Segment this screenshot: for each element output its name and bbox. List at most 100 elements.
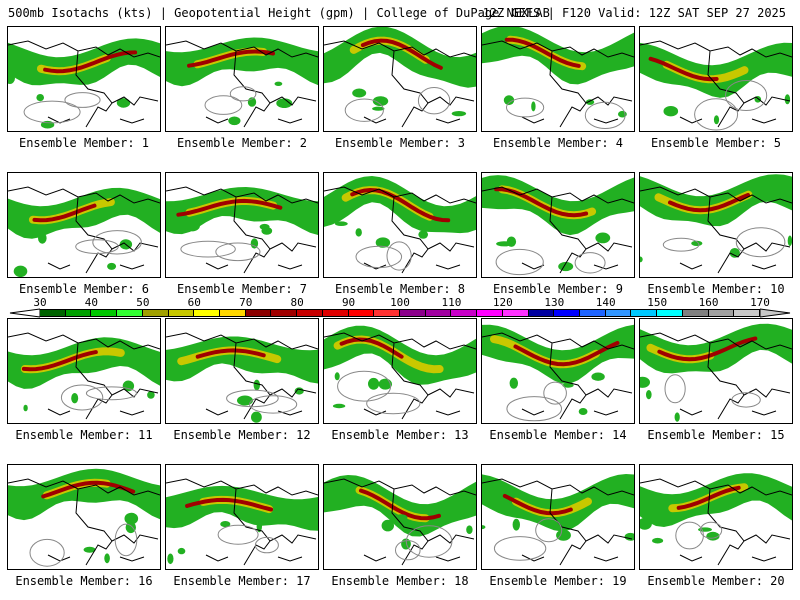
wind-patch: [646, 390, 652, 400]
height-contour: [543, 381, 567, 405]
ensemble-member-label: Ensemble Member: 11: [15, 428, 153, 442]
ensemble-member-map: [481, 318, 635, 424]
wind-patch: [237, 395, 253, 406]
height-contour: [725, 80, 768, 111]
ensemble-member-label: Ensemble Member: 9: [492, 282, 624, 296]
map-title: 500mb Isotachs (kts) | Geopotential Heig…: [8, 6, 550, 20]
colorbar-swatch: [734, 309, 760, 317]
wind-patch: [116, 98, 131, 108]
colorbar-tick-label: 130: [544, 296, 565, 309]
coastline: [324, 332, 476, 420]
colorbar-tick-label: 100: [390, 296, 410, 309]
map-canvas: [8, 38, 160, 129]
jet-stream-band: [482, 324, 634, 384]
colorbar-swatch: [528, 309, 555, 317]
wind-patch: [372, 96, 389, 106]
ensemble-member-map: [165, 464, 319, 570]
height-contour: [417, 86, 451, 115]
colorbar-swatch: [220, 309, 246, 317]
jet-core-red: [186, 49, 275, 68]
colorbar-swatch: [348, 309, 375, 317]
wind-patch: [640, 376, 650, 388]
height-contour: [29, 538, 65, 567]
jet-core-red: [185, 497, 274, 512]
jet-core-red: [676, 485, 741, 510]
wind-patch: [640, 517, 652, 530]
coastline: [482, 478, 634, 566]
map-canvas: [166, 37, 318, 128]
ensemble-member-map: [639, 318, 793, 424]
wind-patch: [784, 94, 791, 105]
colorbar-swatch: [40, 309, 66, 317]
colorbar-tick-label: 60: [187, 296, 201, 309]
coastline: [166, 332, 318, 420]
wind-patch: [8, 72, 15, 84]
colorbar-tick-label: 80: [290, 296, 304, 309]
height-contour: [217, 524, 259, 545]
wind-patch: [256, 520, 262, 533]
ensemble-member-map: [481, 26, 635, 132]
wind-patch: [578, 408, 588, 415]
wind-patch: [83, 546, 96, 553]
coastline: [166, 478, 318, 566]
jet-core-red: [360, 38, 443, 70]
wind-patch: [729, 248, 740, 258]
map-canvas: [482, 27, 634, 130]
map-canvas: [640, 323, 792, 422]
jet-core-red: [43, 50, 138, 74]
height-contour: [249, 395, 298, 414]
map-canvas: [640, 473, 792, 566]
wind-patch: [355, 228, 362, 237]
coastline: [8, 478, 160, 566]
colorbar-swatch: [682, 309, 709, 317]
jet-core-red: [350, 187, 451, 223]
wind-patch: [184, 219, 200, 232]
colorbar-tick-label: 90: [341, 296, 356, 309]
wind-patch: [261, 227, 273, 235]
wind-patch: [531, 101, 536, 112]
map-canvas: [482, 324, 634, 422]
ensemble-member-map: [323, 26, 477, 132]
valid-time: 12Z GEFS | F120 Valid: 12Z SAT SEP 27 20…: [482, 6, 786, 20]
height-contour: [215, 242, 261, 262]
ensemble-member-label: Ensemble Member: 19: [489, 574, 627, 588]
wind-patch: [381, 519, 394, 532]
height-contour: [535, 518, 563, 543]
ensemble-member-label: Ensemble Member: 1: [18, 136, 150, 150]
wind-patch: [368, 377, 380, 390]
wind-patch: [334, 372, 340, 381]
height-contour: [23, 100, 81, 124]
wind-patch: [640, 256, 643, 263]
wind-patch: [36, 94, 44, 102]
colorbar-swatch: [451, 309, 478, 317]
jet-stream-band: [166, 187, 318, 235]
ensemble-member-map: [7, 464, 161, 570]
ensemble-member-label: Ensemble Member: 10: [647, 282, 785, 296]
colorbar-tick-label: 50: [136, 296, 150, 309]
ensemble-member-label: Ensemble Member: 20: [647, 574, 785, 588]
ensemble-member-map: [7, 318, 161, 424]
wind-patch: [124, 512, 139, 525]
wind-patch: [107, 262, 117, 270]
wind-patch: [585, 99, 595, 105]
wind-patch: [104, 553, 110, 564]
coastline: [482, 40, 634, 128]
height-contour: [60, 384, 104, 411]
height-contour: [204, 95, 243, 115]
jet-core-red: [504, 37, 581, 68]
height-contour: [493, 536, 547, 561]
colorbar-swatch: [194, 309, 220, 317]
wind-patch: [177, 547, 186, 555]
colorbar-swatch: [374, 309, 400, 317]
jet-core-red: [358, 488, 441, 521]
colorbar-tick-label: 120: [492, 296, 513, 309]
jet-core-red: [657, 336, 758, 362]
ensemble-member-label: Ensemble Member: 5: [650, 136, 782, 150]
coastline: [166, 186, 318, 274]
map-canvas: [324, 325, 476, 420]
height-contour: [64, 92, 101, 108]
colorbar-swatch: [168, 309, 195, 317]
height-contour: [662, 237, 700, 252]
height-contour: [92, 230, 142, 255]
height-contour: [226, 389, 279, 408]
